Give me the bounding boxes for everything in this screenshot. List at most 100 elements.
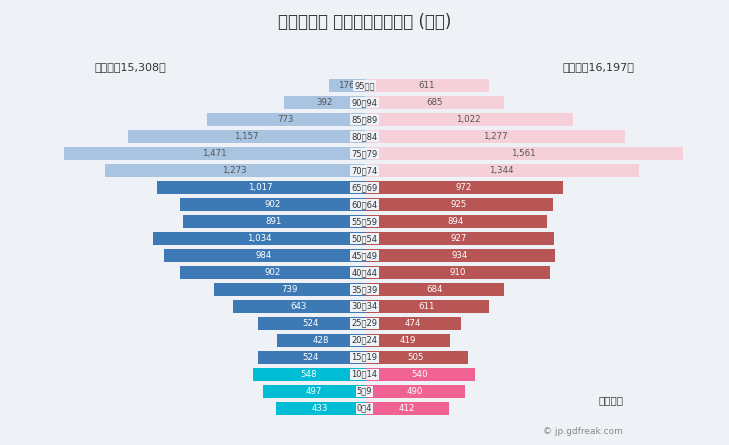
Text: 95歳～: 95歳～ — [354, 81, 375, 90]
Text: 10～14: 10～14 — [351, 370, 378, 379]
Text: 428: 428 — [313, 336, 329, 345]
Text: 男性計：15,308人: 男性計：15,308人 — [95, 62, 166, 72]
Text: 1,561: 1,561 — [512, 149, 536, 158]
Text: 524: 524 — [303, 353, 319, 362]
Text: 611: 611 — [418, 81, 435, 90]
Text: 15～19: 15～19 — [351, 353, 378, 362]
Text: 419: 419 — [399, 336, 416, 345]
Bar — [364, 334, 450, 347]
Bar — [364, 384, 464, 398]
Text: 40～44: 40～44 — [351, 268, 378, 277]
Text: 5～9: 5～9 — [356, 387, 373, 396]
Bar — [163, 249, 364, 262]
Bar — [364, 351, 467, 364]
Text: 0～4: 0～4 — [356, 404, 373, 413]
Text: 902: 902 — [264, 200, 281, 209]
Text: 412: 412 — [398, 404, 415, 413]
Bar — [364, 79, 489, 93]
Text: 540: 540 — [411, 370, 428, 379]
Bar — [364, 283, 504, 296]
Bar — [276, 401, 364, 415]
Text: ２０５０年 岡谷市の人口構成 (予測): ２０５０年 岡谷市の人口構成 (予測) — [278, 13, 451, 31]
Text: 50～54: 50～54 — [351, 234, 378, 243]
Text: 524: 524 — [303, 319, 319, 328]
Text: 20～24: 20～24 — [351, 336, 378, 345]
Text: 643: 643 — [291, 302, 307, 311]
Bar — [364, 181, 563, 194]
Bar — [180, 198, 364, 211]
Text: © jp.gdfreak.com: © jp.gdfreak.com — [543, 427, 623, 436]
Text: 739: 739 — [281, 285, 297, 294]
Bar — [364, 215, 547, 228]
Text: 35～39: 35～39 — [351, 285, 378, 294]
Text: 773: 773 — [277, 115, 294, 124]
Bar — [364, 198, 553, 211]
Bar — [157, 181, 364, 194]
Bar — [364, 266, 550, 279]
Text: 972: 972 — [456, 183, 472, 192]
Text: 392: 392 — [316, 98, 332, 107]
Bar — [257, 351, 364, 364]
Text: 30～34: 30～34 — [351, 302, 378, 311]
Text: 85～89: 85～89 — [351, 115, 378, 124]
Bar — [257, 317, 364, 330]
Text: 505: 505 — [408, 353, 424, 362]
Text: 1,277: 1,277 — [483, 132, 507, 141]
Text: 25～29: 25～29 — [351, 319, 378, 328]
Bar — [284, 96, 364, 109]
Text: 902: 902 — [264, 268, 281, 277]
Bar — [364, 96, 504, 109]
Bar — [364, 249, 555, 262]
Text: 433: 433 — [312, 404, 329, 413]
Bar — [214, 283, 364, 296]
Bar — [329, 79, 364, 93]
Text: 176: 176 — [338, 81, 355, 90]
Bar — [277, 334, 364, 347]
Text: 75～79: 75～79 — [351, 149, 378, 158]
Text: 891: 891 — [265, 217, 281, 226]
Bar — [364, 164, 639, 177]
Bar — [180, 266, 364, 279]
Text: 925: 925 — [451, 200, 467, 209]
Text: 910: 910 — [449, 268, 466, 277]
Bar — [364, 147, 683, 160]
Text: 934: 934 — [452, 251, 468, 260]
Bar — [364, 232, 554, 245]
Text: 80～84: 80～84 — [351, 132, 378, 141]
Text: 女性計：16,197人: 女性計：16,197人 — [562, 62, 634, 72]
Text: 1,471: 1,471 — [202, 149, 227, 158]
Bar — [183, 215, 364, 228]
Text: 1,344: 1,344 — [489, 166, 514, 175]
Text: 927: 927 — [451, 234, 467, 243]
Text: 55～59: 55～59 — [351, 217, 378, 226]
Text: 65～69: 65～69 — [351, 183, 378, 192]
Bar — [364, 317, 461, 330]
Text: 611: 611 — [418, 302, 435, 311]
Text: 1,017: 1,017 — [249, 183, 273, 192]
Bar — [364, 130, 625, 143]
Text: 497: 497 — [305, 387, 322, 396]
Text: 単位：人: 単位：人 — [599, 395, 623, 405]
Text: 684: 684 — [426, 285, 443, 294]
Text: 90～94: 90～94 — [351, 98, 378, 107]
Text: 1,157: 1,157 — [234, 132, 259, 141]
Text: 490: 490 — [406, 387, 423, 396]
Bar — [364, 113, 573, 126]
Bar — [64, 147, 364, 160]
Text: 984: 984 — [256, 251, 272, 260]
Text: 1,273: 1,273 — [222, 166, 247, 175]
Text: 60～64: 60～64 — [351, 200, 378, 209]
Bar — [263, 384, 364, 398]
Bar — [364, 300, 489, 313]
Text: 1,022: 1,022 — [456, 115, 481, 124]
Bar — [233, 300, 364, 313]
Bar — [153, 232, 364, 245]
Bar — [105, 164, 364, 177]
Bar — [253, 368, 364, 381]
Bar — [128, 130, 364, 143]
Text: 548: 548 — [300, 370, 317, 379]
Text: 1,034: 1,034 — [246, 234, 271, 243]
Text: 685: 685 — [426, 98, 443, 107]
Text: 70～74: 70～74 — [351, 166, 378, 175]
Bar — [364, 401, 448, 415]
